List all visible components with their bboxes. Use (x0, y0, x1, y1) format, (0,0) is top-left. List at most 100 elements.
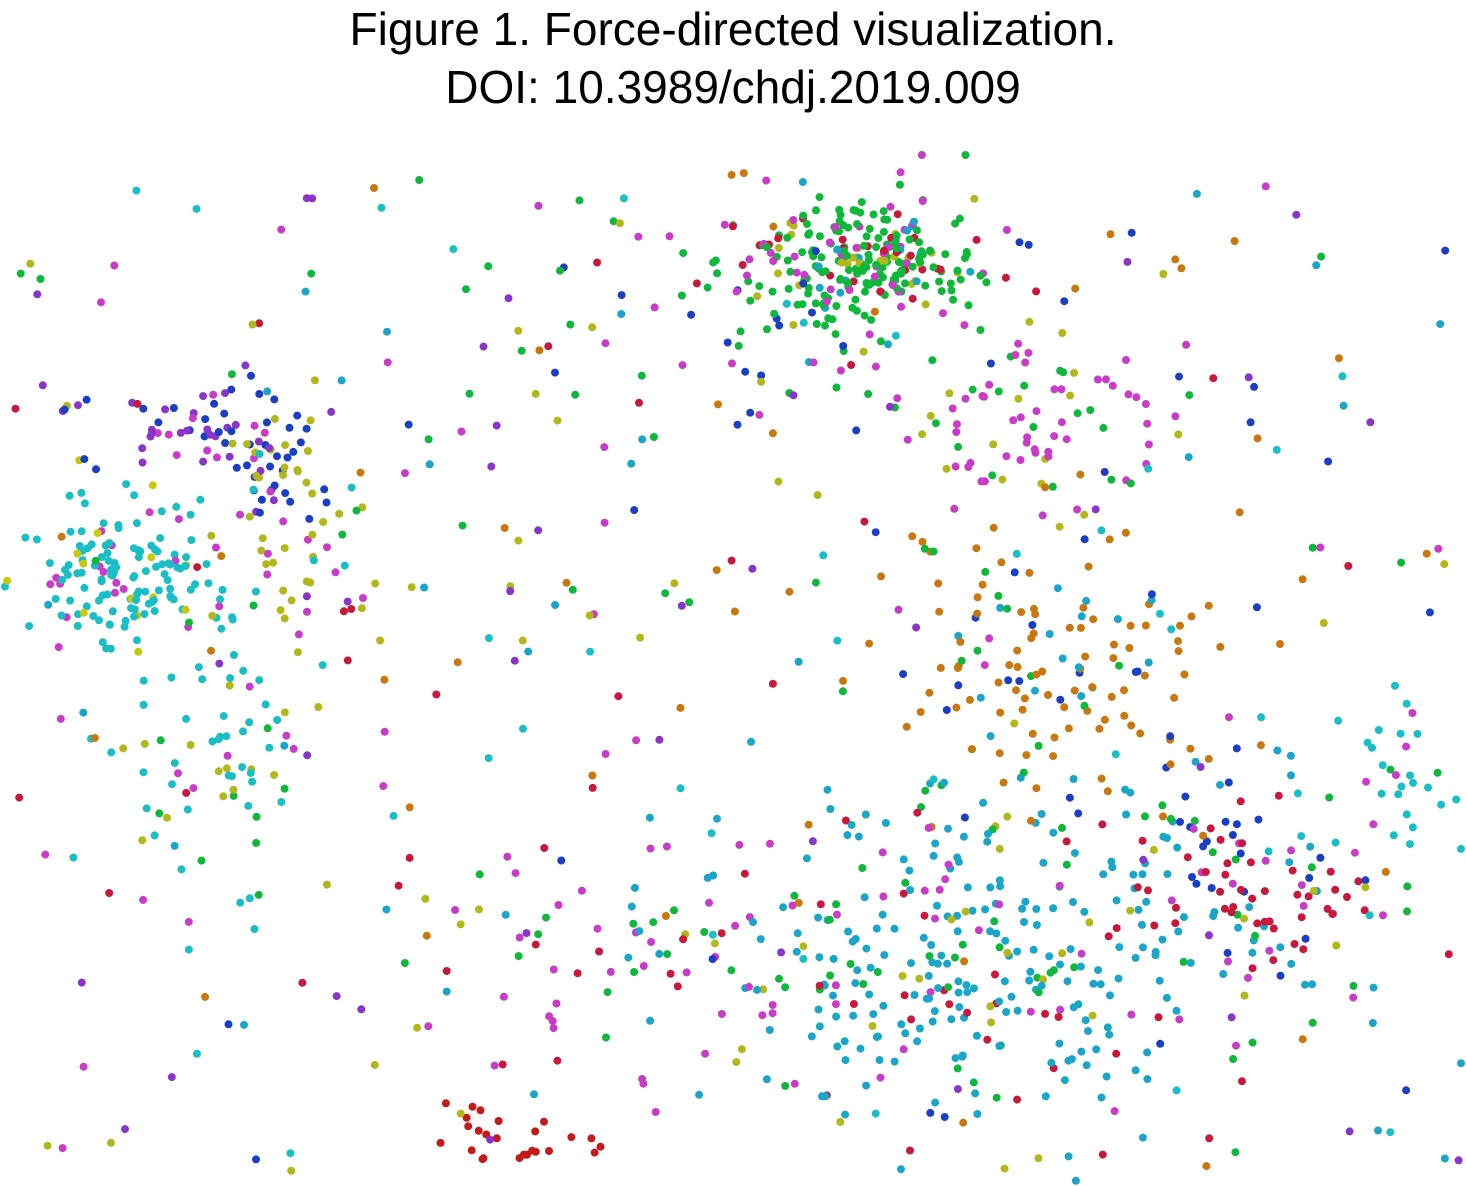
network-node (1234, 923, 1243, 932)
network-node (309, 556, 318, 565)
network-node (1158, 935, 1167, 944)
network-node (1024, 240, 1033, 249)
network-node (106, 644, 115, 653)
network-node (1246, 858, 1255, 867)
network-node (310, 376, 319, 385)
network-node (1444, 950, 1453, 959)
network-node (615, 219, 624, 228)
network-node (868, 1022, 877, 1030)
network-node (788, 901, 797, 910)
network-node (1308, 1018, 1317, 1027)
network-node (973, 593, 982, 602)
network-node (872, 924, 881, 933)
network-node (908, 294, 917, 303)
network-node (400, 959, 409, 967)
network-node (1365, 911, 1374, 920)
network-node (1058, 329, 1067, 337)
network-node (902, 722, 911, 731)
network-node (456, 1109, 465, 1118)
network-node (958, 940, 967, 949)
network-node (1001, 936, 1010, 945)
network-node (1191, 757, 1200, 766)
network-node (679, 249, 688, 258)
network-node (167, 673, 176, 682)
network-node (692, 279, 701, 288)
network-node (585, 611, 594, 620)
network-node (976, 693, 985, 702)
network-node (465, 389, 474, 398)
network-node (265, 743, 274, 752)
network-node (650, 303, 659, 312)
network-node (120, 622, 129, 631)
left-purple-cluster (58, 361, 269, 467)
network-node (499, 992, 508, 1001)
network-node (815, 1022, 824, 1031)
network-node (257, 546, 266, 555)
network-node (73, 569, 82, 578)
network-node (261, 700, 270, 709)
network-node (216, 595, 224, 604)
network-node (468, 1102, 477, 1111)
network-node (700, 928, 709, 936)
network-node (1248, 894, 1257, 903)
network-node (920, 911, 929, 920)
network-node (737, 1045, 746, 1054)
network-node (1086, 406, 1095, 415)
network-node (849, 206, 858, 215)
network-node (1369, 983, 1378, 992)
network-node (988, 471, 997, 480)
network-node (783, 256, 792, 265)
network-node (986, 732, 995, 741)
network-node (1260, 917, 1269, 926)
network-node (774, 477, 783, 486)
network-node (1120, 686, 1128, 695)
network-node (1436, 320, 1445, 329)
network-node (1088, 1011, 1097, 1020)
network-node (1047, 1058, 1056, 1067)
network-node (283, 453, 292, 462)
network-node (1143, 419, 1152, 428)
network-node (769, 222, 778, 231)
network-node (600, 518, 609, 527)
network-node (170, 841, 179, 850)
network-node (879, 207, 888, 216)
network-node (963, 883, 972, 892)
network-node (1306, 842, 1315, 851)
network-node (588, 783, 597, 792)
network-node (1261, 856, 1270, 865)
network-node (803, 220, 811, 228)
network-node (192, 204, 201, 213)
network-node (492, 421, 501, 430)
network-node (308, 489, 317, 498)
network-node (1250, 382, 1259, 391)
network-node (986, 883, 995, 892)
network-node (1057, 385, 1066, 394)
network-node (1238, 1077, 1246, 1086)
network-node (913, 1037, 922, 1046)
network-node (897, 1020, 906, 1029)
network-node (266, 462, 275, 471)
network-node (1032, 670, 1041, 679)
network-node (766, 839, 774, 848)
network-node (972, 1031, 981, 1040)
network-node (1354, 877, 1363, 886)
network-node (1251, 931, 1260, 940)
network-node (484, 754, 493, 763)
network-node (474, 1126, 483, 1135)
network-node (962, 981, 971, 990)
bottom-teal-cluster (593, 757, 1387, 1185)
network-node (209, 390, 218, 399)
network-node (33, 290, 42, 299)
network-node (1041, 483, 1050, 492)
network-node (306, 578, 315, 587)
network-node (227, 385, 236, 394)
network-node (954, 681, 963, 690)
network-node (994, 678, 1003, 687)
network-node (1053, 584, 1062, 593)
network-node (322, 498, 331, 507)
network-node (220, 409, 229, 418)
network-node (457, 427, 466, 436)
network-node (1037, 981, 1046, 990)
network-node (1123, 257, 1132, 266)
network-node (811, 578, 820, 587)
